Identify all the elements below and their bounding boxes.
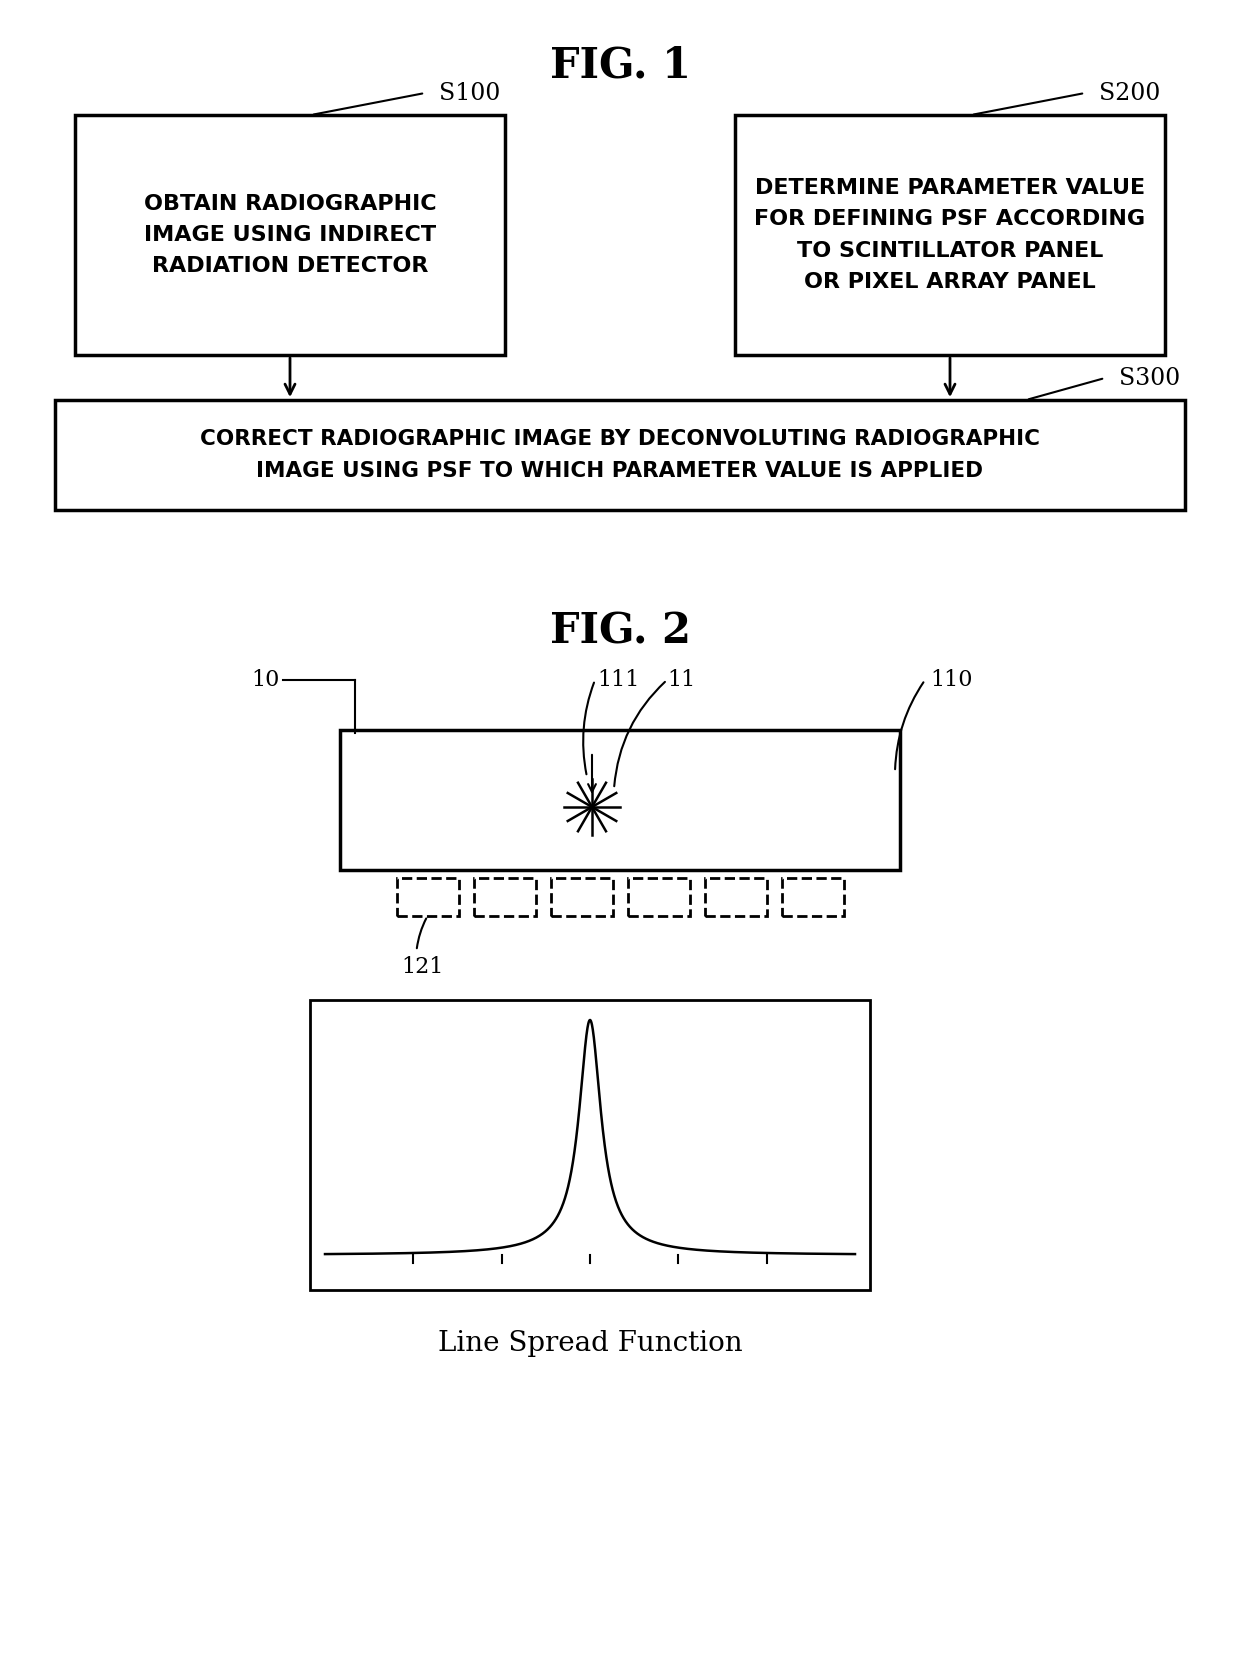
Bar xyxy=(735,115,1166,354)
Text: 121: 121 xyxy=(402,956,444,978)
Text: S200: S200 xyxy=(1099,82,1159,105)
Bar xyxy=(551,877,613,916)
Text: DETERMINE PARAMETER VALUE
FOR DEFINING PSF ACCORDING
TO SCINTILLATOR PANEL
OR PI: DETERMINE PARAMETER VALUE FOR DEFINING P… xyxy=(754,179,1146,292)
Text: 10: 10 xyxy=(252,668,280,692)
Bar xyxy=(340,730,900,871)
Text: 111: 111 xyxy=(596,668,640,692)
Text: FIG. 2: FIG. 2 xyxy=(549,610,691,652)
Text: S300: S300 xyxy=(1118,368,1180,389)
Text: Line Spread Function: Line Spread Function xyxy=(438,1330,743,1357)
Text: S100: S100 xyxy=(439,82,500,105)
Text: 11: 11 xyxy=(667,668,696,692)
Text: 110: 110 xyxy=(930,668,972,692)
Bar xyxy=(781,877,843,916)
Bar xyxy=(74,115,505,354)
Bar xyxy=(310,999,870,1290)
Text: CORRECT RADIOGRAPHIC IMAGE BY DECONVOLUTING RADIOGRAPHIC
IMAGE USING PSF TO WHIC: CORRECT RADIOGRAPHIC IMAGE BY DECONVOLUT… xyxy=(200,429,1040,481)
Bar xyxy=(397,877,459,916)
Bar xyxy=(627,877,689,916)
Bar xyxy=(474,877,536,916)
Text: OBTAIN RADIOGRAPHIC
IMAGE USING INDIRECT
RADIATION DETECTOR: OBTAIN RADIOGRAPHIC IMAGE USING INDIRECT… xyxy=(144,194,436,276)
Text: FIG. 1: FIG. 1 xyxy=(549,45,691,87)
Bar xyxy=(704,877,766,916)
Bar xyxy=(55,399,1185,510)
